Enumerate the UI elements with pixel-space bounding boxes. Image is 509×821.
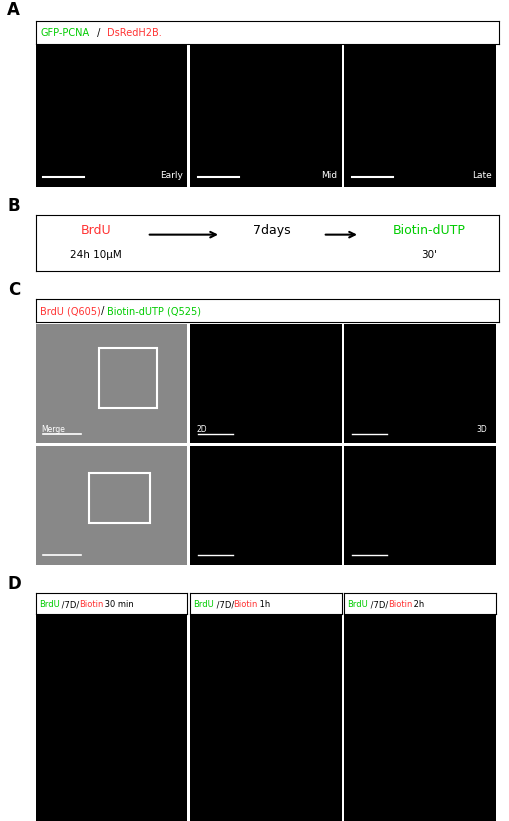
Text: Biotin-dUTP (Q525): Biotin-dUTP (Q525)	[107, 306, 202, 316]
Text: /: /	[94, 28, 103, 38]
Text: /: /	[98, 306, 108, 316]
Text: 3D: 3D	[476, 424, 487, 433]
Text: 30 min: 30 min	[102, 600, 134, 609]
Text: /7D/: /7D/	[214, 600, 237, 609]
Text: Biotin-dUTP: Biotin-dUTP	[393, 224, 466, 237]
Text: Biotin: Biotin	[79, 600, 103, 609]
Text: 24h 10μM: 24h 10μM	[70, 250, 122, 260]
Text: Early: Early	[160, 171, 183, 180]
Text: 2h: 2h	[411, 600, 425, 609]
Text: Late: Late	[472, 171, 492, 180]
Text: BrdU: BrdU	[348, 600, 368, 609]
Text: BrdU: BrdU	[80, 224, 111, 237]
Text: A: A	[7, 2, 20, 19]
Text: /7D/: /7D/	[368, 600, 391, 609]
Text: 2D: 2D	[196, 424, 207, 433]
Text: Merge: Merge	[42, 424, 66, 433]
Text: C: C	[8, 281, 20, 299]
Text: /7D/: /7D/	[59, 600, 82, 609]
Text: Mid: Mid	[321, 171, 337, 180]
Text: DsRedH2B.: DsRedH2B.	[107, 28, 162, 38]
Text: 1h: 1h	[257, 600, 270, 609]
Text: BrdU: BrdU	[39, 600, 60, 609]
Text: Biotin: Biotin	[388, 600, 412, 609]
Text: GFP-PCNA: GFP-PCNA	[40, 28, 90, 38]
Text: B: B	[8, 197, 20, 215]
Text: 30': 30'	[421, 250, 437, 260]
Text: 7days: 7days	[253, 224, 291, 237]
Text: Biotin: Biotin	[233, 600, 258, 609]
Text: D: D	[8, 575, 21, 593]
Text: BrdU: BrdU	[193, 600, 214, 609]
Text: BrdU (Q605): BrdU (Q605)	[40, 306, 101, 316]
